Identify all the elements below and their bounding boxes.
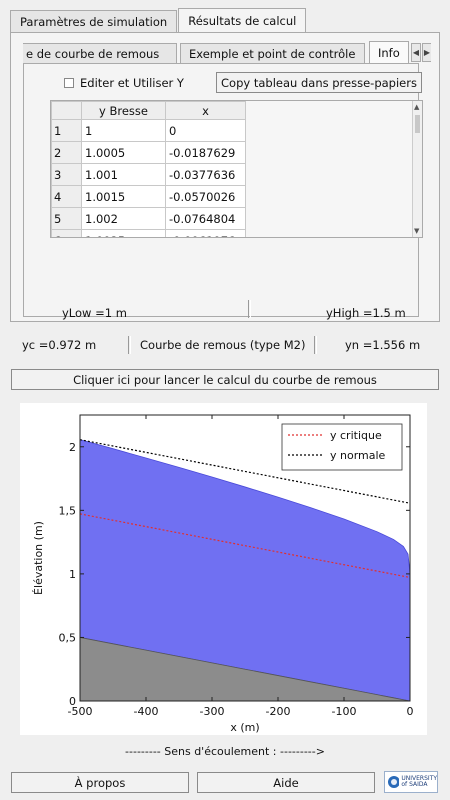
tab-parametres[interactable]: Paramètres de simulation: [10, 10, 178, 32]
separator: [248, 300, 251, 318]
table-cell[interactable]: 1.001: [81, 163, 166, 186]
chart-svg: -500 -400 -300 -200 -100 0 0 0,5 1 1,5 2 x (m) Éléva…: [32, 414, 414, 734]
table-row[interactable]: 3 1.001 -0.0377636: [51, 163, 246, 186]
edit-y-checkbox[interactable]: [64, 78, 74, 88]
table-row[interactable]: 2 1.0005 -0.0187629: [51, 141, 246, 164]
flow-direction-label: --------- Sens d'écoulement : --------->: [125, 745, 325, 758]
x-tick-label: -400: [134, 705, 159, 718]
yn-value: yn =1.556 m: [345, 338, 421, 352]
table-cell[interactable]: -0.0764804: [165, 207, 246, 230]
table-cell[interactable]: 1.002: [81, 207, 166, 230]
table-cell[interactable]: -0.0570026: [165, 185, 246, 208]
y-tick-label: 0: [69, 695, 76, 708]
row-number-cell: 1: [51, 119, 82, 142]
table-cell[interactable]: -0.0187629: [165, 141, 246, 164]
curve-type-label: Courbe de remous (type M2): [140, 338, 306, 352]
y-tick-label: 2: [69, 441, 76, 454]
table-row[interactable]: 61.0025-0.0961976: [51, 229, 246, 237]
x-tick-label: -300: [200, 705, 225, 718]
scroll-up-icon[interactable]: ▲: [414, 103, 420, 111]
launch-calculation-button[interactable]: Cliquer ici pour lancer le calcul du cou…: [11, 369, 439, 390]
table-cell[interactable]: 1.0015: [81, 185, 166, 208]
separator: [128, 336, 131, 354]
edit-y-option[interactable]: Editer et Utiliser Y: [64, 76, 184, 90]
about-button[interactable]: À propos: [11, 772, 189, 793]
scroll-thumb[interactable]: [415, 115, 420, 133]
y-normale-line: [79, 439, 411, 504]
tab-info[interactable]: Info: [369, 41, 409, 63]
x-tick-label: -100: [332, 705, 357, 718]
table-cell[interactable]: -0.0961976: [165, 229, 246, 237]
row-number-cell: 4: [51, 185, 82, 208]
table-header-cell: y Bresse: [81, 101, 166, 120]
scroll-down-icon[interactable]: ▼: [414, 227, 420, 235]
row-number-cell: 2: [51, 141, 82, 164]
table-header-row: y Bresse x: [51, 101, 246, 120]
table-row[interactable]: 4 1.0015 -0.0570026: [51, 185, 246, 208]
x-tick-label: -200: [266, 705, 291, 718]
x-axis-label: x (m): [230, 721, 259, 734]
results-panel: e de courbe de remous Exemple et point d…: [10, 32, 440, 322]
legend-label: y normale: [330, 449, 386, 462]
table-scrollbar[interactable]: ▲ ▼: [412, 101, 422, 237]
bresse-table[interactable]: y Bresse x 1 1 0 2 1.0005 -0.0187629 3 1.001 -0.…: [50, 100, 423, 238]
help-button[interactable]: Aide: [197, 772, 375, 793]
x-tick-label: 0: [407, 705, 414, 718]
edit-y-label: Editer et Utiliser Y: [80, 76, 184, 90]
table-header-cell: x: [165, 101, 246, 120]
table-cell[interactable]: 1: [81, 119, 166, 142]
legend-label: y critique: [330, 429, 382, 442]
main-tabs: Paramètres de simulation Résultats de ca…: [10, 8, 307, 32]
y-tick-label: 1: [69, 568, 76, 581]
separator: [314, 336, 317, 354]
backwater-curve-chart: -500 -400 -300 -200 -100 0 0 0,5 1 1,5 2 x (m) Éléva…: [20, 403, 427, 735]
yhigh-value: yHigh =1.5 m: [326, 306, 406, 320]
y-critique-line: [79, 513, 411, 579]
tab-courbe-remous[interactable]: e de courbe de remous: [23, 43, 177, 63]
table-cell[interactable]: 1.0025: [81, 229, 166, 237]
university-logo[interactable]: UNIVERSITY of SAIDA: [384, 771, 438, 793]
yc-value: yc =0.972 m: [22, 338, 97, 352]
sub-tabs: e de courbe de remous Exemple et point d…: [23, 41, 431, 63]
table-cell[interactable]: 0: [165, 119, 246, 142]
table-cell[interactable]: 1.0005: [81, 141, 166, 164]
table-header-cell: [51, 101, 82, 120]
tab-scroll-right-icon[interactable]: ▶: [422, 43, 431, 62]
tab-exemple[interactable]: Exemple et point de contrôle: [180, 43, 365, 63]
row-number-cell: 5: [51, 207, 82, 230]
plot-frame: [79, 414, 411, 702]
y-tick-label: 1,5: [59, 504, 77, 517]
copy-table-button[interactable]: Copy tableau dans presse-papiers: [216, 72, 422, 93]
table-cell[interactable]: -0.0377636: [165, 163, 246, 186]
y-axis-label: Élévation (m): [32, 521, 45, 595]
legend-box: [281, 423, 403, 471]
y-tick-label: 0,5: [59, 631, 77, 644]
row-number-cell: 6: [51, 229, 82, 237]
university-name: UNIVERSITY of SAIDA: [401, 775, 437, 788]
x-tick-label: -500: [68, 705, 93, 718]
table-row[interactable]: 5 1.002 -0.0764804: [51, 207, 246, 230]
tab-scroll-left-icon[interactable]: ◀: [411, 43, 421, 62]
university-emblem-icon: [388, 776, 400, 788]
tab-resultats[interactable]: Résultats de calcul: [178, 8, 307, 32]
info-panel: Editer et Utiliser Y Copy tableau dans p…: [23, 63, 423, 320]
row-number-cell: 3: [51, 163, 82, 186]
ylow-value: yLow =1 m: [62, 306, 127, 320]
